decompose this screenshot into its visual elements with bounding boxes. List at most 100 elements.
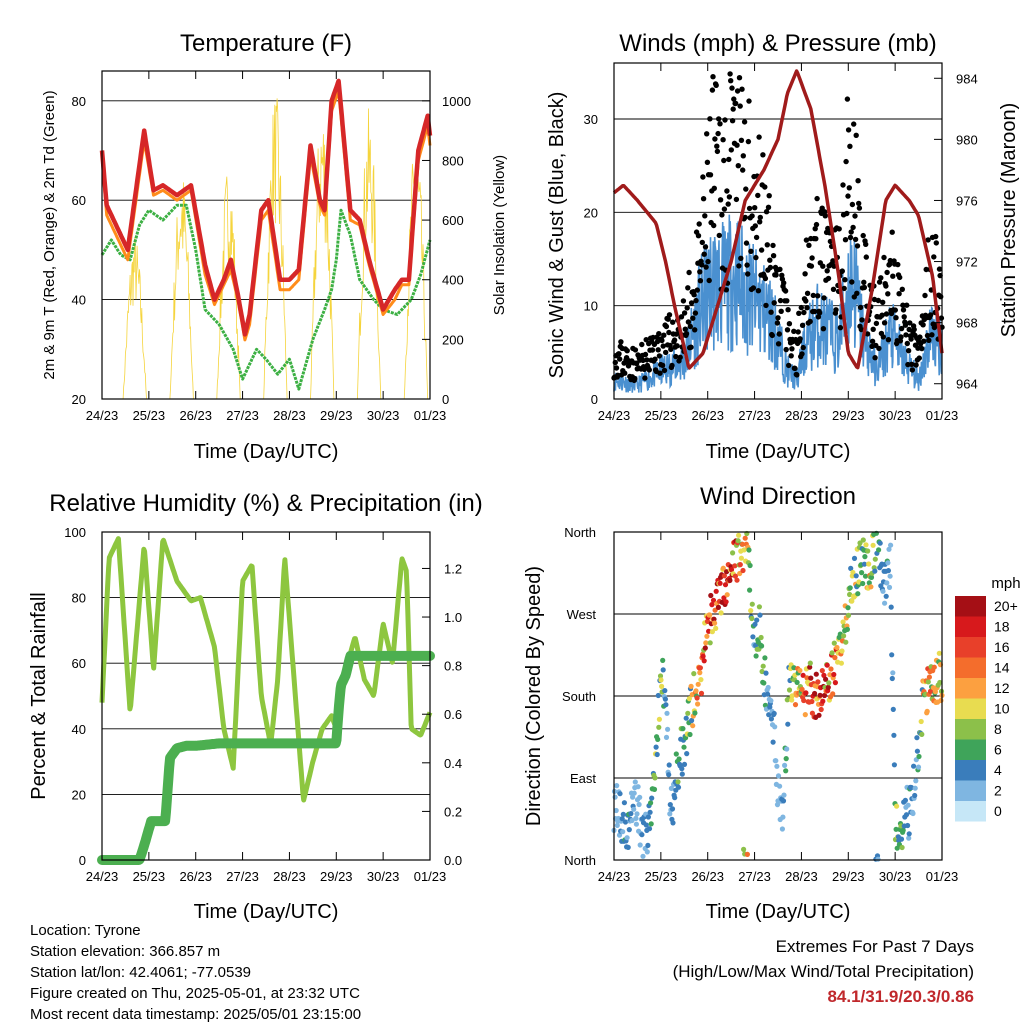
direction-point — [697, 665, 704, 671]
gust-point — [781, 280, 787, 286]
x-tick-label: 01/23 — [414, 869, 447, 884]
direction-point — [647, 809, 653, 815]
direction-point — [890, 670, 896, 676]
y-tick-label: 60 — [72, 656, 86, 671]
gust-point — [916, 355, 922, 361]
gust-point — [920, 322, 926, 328]
direction-point — [666, 772, 672, 778]
direction-point — [786, 687, 793, 693]
gust-point — [926, 337, 932, 343]
direction-point — [654, 751, 660, 758]
gust-point — [642, 351, 649, 358]
gust-point — [861, 279, 867, 285]
gust-point — [690, 315, 696, 321]
direction-point — [875, 856, 881, 862]
direction-point — [888, 542, 894, 548]
gust-point — [710, 74, 716, 80]
gust-point — [797, 336, 803, 342]
direction-point — [927, 688, 934, 695]
x-tick-label: 25/23 — [645, 408, 678, 423]
gust-point — [786, 321, 793, 327]
direction-point — [683, 715, 689, 721]
gust-point — [670, 319, 676, 325]
direction-point — [859, 570, 865, 576]
gust-point — [715, 130, 721, 137]
y-tick-label-right: 600 — [442, 213, 464, 228]
speed-colorbar: mph 20+ 18 16 14 12 10 8 6 4 2 0 — [955, 575, 1021, 822]
gust-point — [824, 268, 830, 274]
direction-point — [890, 706, 896, 713]
y-tick-label-right: 0.8 — [444, 659, 462, 674]
gust-point — [784, 327, 791, 333]
y-tick-label: West — [567, 607, 597, 622]
gust-point — [792, 365, 798, 372]
gust-point — [919, 345, 925, 352]
direction-point — [645, 814, 652, 820]
wind-direction-title: Wind Direction — [700, 483, 856, 510]
direction-point — [614, 783, 620, 789]
direction-point — [707, 640, 713, 646]
gust-point — [898, 325, 905, 332]
direction-point — [930, 685, 936, 691]
gust-point — [822, 209, 828, 215]
gust-point — [842, 277, 848, 283]
gust-point — [700, 196, 707, 202]
gust-point — [770, 253, 777, 259]
gust-point — [853, 132, 859, 138]
direction-point — [648, 821, 654, 827]
gust-point — [876, 279, 883, 285]
gust-point — [840, 182, 846, 188]
gust-point — [842, 237, 849, 243]
direction-point — [885, 560, 891, 566]
gust-point — [924, 332, 931, 339]
gust-point — [852, 213, 858, 219]
gust-point — [883, 283, 889, 289]
direction-point — [887, 573, 893, 579]
y-tick-label: 10 — [584, 299, 598, 314]
gust-point — [701, 251, 707, 257]
y-tick-label-right: 968 — [956, 316, 978, 331]
gust-point — [807, 318, 813, 325]
direction-point — [741, 846, 747, 853]
direction-point — [898, 836, 905, 842]
gust-point — [848, 229, 854, 235]
direction-point — [804, 675, 810, 681]
gust-point — [771, 300, 777, 306]
direction-point — [840, 619, 846, 625]
gust-point — [770, 242, 776, 249]
gust-point — [893, 315, 899, 321]
gust-point — [913, 362, 919, 368]
y-tick-label: East — [570, 771, 596, 786]
colorbar-swatch — [955, 616, 986, 637]
gust-point — [885, 291, 891, 297]
direction-point — [706, 628, 712, 634]
direction-point — [735, 538, 741, 544]
direction-point — [720, 565, 726, 571]
winds-panel: 24/23 25/23 26/23 27/23 28/23 29/23 30/23 01/23… — [546, 30, 1020, 463]
direction-point — [902, 797, 909, 804]
direction-point — [621, 800, 628, 806]
gust-point — [752, 205, 758, 211]
gust-point — [869, 338, 876, 344]
gust-point — [665, 316, 671, 322]
gust-point — [639, 341, 645, 348]
direction-point — [912, 792, 918, 799]
station-location: Location: Tyrone — [30, 922, 141, 939]
direction-point — [780, 814, 786, 820]
direction-point — [855, 591, 861, 597]
direction-point — [843, 639, 849, 645]
gust-point — [673, 353, 679, 360]
gust-point — [650, 334, 656, 341]
gust-point — [890, 273, 896, 279]
gust-point — [815, 293, 821, 299]
gust-point — [900, 307, 907, 313]
direction-point — [825, 684, 831, 691]
gust-point — [774, 320, 781, 326]
gust-point — [904, 302, 910, 308]
gust-point — [806, 242, 812, 248]
direction-point — [808, 675, 814, 681]
direction-point — [622, 819, 629, 825]
y-tick-label-right: 800 — [442, 153, 464, 168]
direction-point — [862, 554, 868, 560]
gust-point — [795, 329, 801, 335]
